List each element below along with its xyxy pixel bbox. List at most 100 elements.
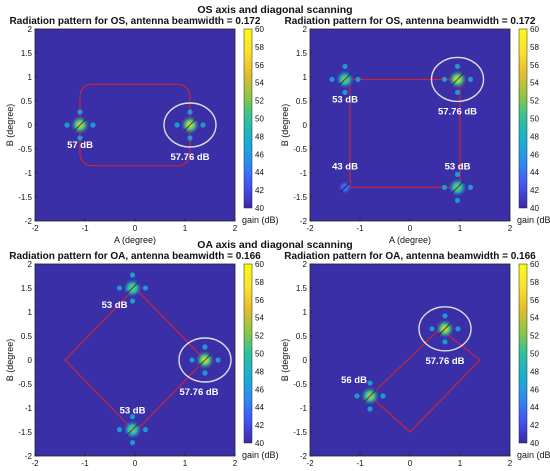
side-lobe: [467, 184, 474, 190]
y-tick-label: -1.5: [18, 428, 32, 437]
y-axis-label: B (degree): [5, 104, 15, 147]
scan-path: [369, 328, 481, 433]
colorbar: [518, 263, 528, 444]
colorbar-tick-label: 50: [530, 115, 539, 124]
beam-label: 53 dB: [102, 300, 128, 311]
colorbar-tick-label: 58: [255, 278, 264, 287]
plot-area: [310, 264, 510, 456]
y-tick-label: -2: [300, 452, 308, 461]
chart-panel-oa-diagonal: Radiation pattern for OA, antenna beamwi…: [280, 251, 550, 471]
colorbar-label: gain (dB): [242, 215, 279, 225]
colorbar-tick-label: 54: [530, 314, 539, 323]
side-lobe: [342, 89, 348, 95]
x-tick-label: 1: [183, 459, 188, 468]
beam-marker: [340, 182, 350, 192]
side-lobe: [367, 380, 373, 386]
y-tick-label: 0.5: [296, 97, 308, 106]
section-title-os: OS axis and diagonal scanning: [197, 4, 353, 16]
side-lobe: [90, 122, 96, 128]
colorbar-tick-label: 48: [530, 132, 539, 141]
colorbar-tick-label: 42: [530, 421, 539, 430]
x-tick-label: 2: [508, 459, 513, 468]
side-lobe: [77, 135, 83, 141]
colorbar-tick-label: 52: [530, 332, 539, 341]
side-lobe: [142, 427, 149, 433]
x-tick-label: -2: [31, 459, 39, 468]
y-tick-label: 0: [28, 121, 33, 130]
colorbar: [243, 28, 253, 209]
colorbar-tick-label: 42: [530, 186, 539, 195]
colorbar-tick-label: 60: [530, 25, 539, 34]
y-tick-label: -1.5: [293, 428, 307, 437]
colorbar-tick-label: 44: [255, 168, 264, 177]
y-tick-label: -1: [25, 404, 33, 413]
colorbar-tick-label: 54: [255, 79, 264, 88]
y-tick-label: 2: [28, 25, 33, 34]
y-tick-label: 0: [28, 356, 33, 365]
side-lobe: [442, 339, 448, 345]
y-tick-label: 2: [303, 25, 308, 34]
side-lobe: [455, 326, 461, 332]
section-title-oa: OA axis and diagonal scanning: [197, 239, 353, 251]
chart-panel-oa-axis: Radiation pattern for OA, antenna beamwi…: [5, 251, 279, 471]
y-tick-label: -0.5: [293, 145, 307, 154]
x-tick-label: -2: [306, 224, 314, 233]
x-tick-label: -2: [31, 224, 39, 233]
colorbar-tick-label: 56: [530, 61, 539, 70]
colorbar: [518, 28, 528, 209]
y-tick-label: -1: [25, 169, 33, 178]
colorbar-tick-label: 58: [255, 43, 264, 52]
chart-title: Radiation pattern for OS, antenna beamwi…: [10, 16, 261, 27]
y-tick-label: 1: [303, 308, 308, 317]
colorbar-tick-label: 54: [255, 314, 264, 323]
colorbar-tick-label: 48: [255, 132, 264, 141]
highlight-ring: [178, 337, 232, 383]
x-tick-label: 0: [133, 459, 138, 468]
colorbar-tick-label: 56: [255, 61, 264, 70]
y-tick-label: -2: [25, 452, 33, 461]
highlight-ring: [418, 306, 472, 352]
y-tick-label: 1.5: [296, 49, 308, 58]
side-lobe: [202, 344, 208, 350]
colorbar-tick-label: 50: [530, 350, 539, 359]
side-lobe: [77, 109, 83, 115]
y-axis-label: B (degree): [280, 339, 290, 382]
side-lobe: [329, 76, 335, 82]
y-tick-label: 0.5: [21, 97, 33, 106]
colorbar-tick-label: 60: [255, 260, 264, 269]
colorbar-tick-label: 44: [530, 168, 539, 177]
y-tick-label: 2: [28, 260, 33, 269]
beam-marker: [126, 423, 139, 436]
colorbar-tick-label: 56: [255, 296, 264, 305]
side-lobe: [202, 370, 208, 376]
beam-label: 57.76 dB: [170, 152, 209, 163]
x-tick-label: -1: [81, 459, 89, 468]
x-tick-label: 1: [183, 224, 188, 233]
side-lobe: [454, 197, 461, 203]
side-lobe: [429, 326, 435, 332]
y-axis-label: B (degree): [5, 339, 15, 382]
colorbar-tick-label: 48: [530, 367, 539, 376]
chart-panel-os-diagonal: Radiation pattern for OS, antenna beamwi…: [280, 16, 550, 245]
side-lobe: [355, 76, 361, 82]
colorbar-tick-label: 52: [255, 332, 264, 341]
x-tick-label: 0: [408, 224, 413, 233]
x-tick-label: -2: [306, 459, 314, 468]
y-tick-label: -2: [300, 217, 308, 226]
colorbar-tick-label: 42: [255, 421, 264, 430]
colorbar-tick-label: 52: [530, 97, 539, 106]
side-lobe: [187, 109, 193, 115]
y-tick-label: 1: [28, 308, 33, 317]
y-tick-label: 0.5: [296, 332, 308, 341]
side-lobe: [380, 393, 386, 399]
side-lobe: [441, 76, 448, 82]
y-tick-label: 0: [303, 356, 308, 365]
colorbar-tick-label: 60: [255, 25, 264, 34]
colorbar-tick-label: 46: [530, 385, 539, 394]
colorbar-tick-label: 58: [530, 43, 539, 52]
beam-marker: [363, 389, 377, 403]
colorbar-tick-label: 40: [255, 439, 264, 448]
colorbar-tick-label: 40: [530, 439, 539, 448]
side-lobe: [367, 406, 373, 412]
side-lobe: [129, 414, 136, 420]
